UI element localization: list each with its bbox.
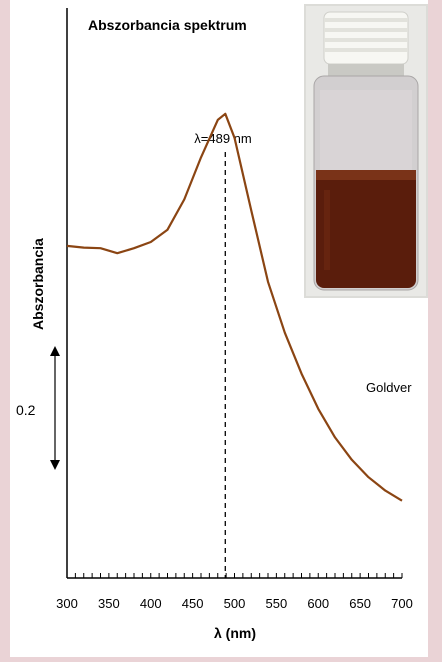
x-axis-label: λ (nm) [214,625,256,641]
scale-bar-arrow-up [50,346,60,356]
x-axis-ticks [66,573,403,578]
figure-panel: Abszorbancia spektrum Abszorbancia λ (nm… [10,0,428,657]
chart-title: Abszorbancia spektrum [88,17,247,33]
vial-liquid [316,170,416,288]
x-tick-label: 350 [98,596,120,611]
x-tick-label: 500 [224,596,246,611]
series-label-goldver: Goldver [366,380,412,395]
scale-bar-label: 0.2 [16,402,36,418]
series-line-goldver [66,112,403,502]
x-tick-label: 550 [266,596,288,611]
scale-bar-arrow-down [50,460,60,470]
peak-annotation: λ=489 nm [194,131,251,146]
x-tick-label: 400 [140,596,162,611]
absorbance-chart: Abszorbancia spektrum Abszorbancia λ (nm… [16,4,428,641]
scale-bar [50,346,60,470]
x-tick-label: 600 [307,596,329,611]
vial-photo [304,4,428,298]
x-tick-label: 700 [391,596,413,611]
x-tick-label: 450 [182,596,204,611]
x-axis-tick-labels: 300 350 400 450 500 550 600 650 700 [56,596,413,611]
x-tick-label: 300 [56,596,78,611]
y-axis-label: Abszorbancia [30,238,46,330]
x-tick-label: 650 [349,596,371,611]
